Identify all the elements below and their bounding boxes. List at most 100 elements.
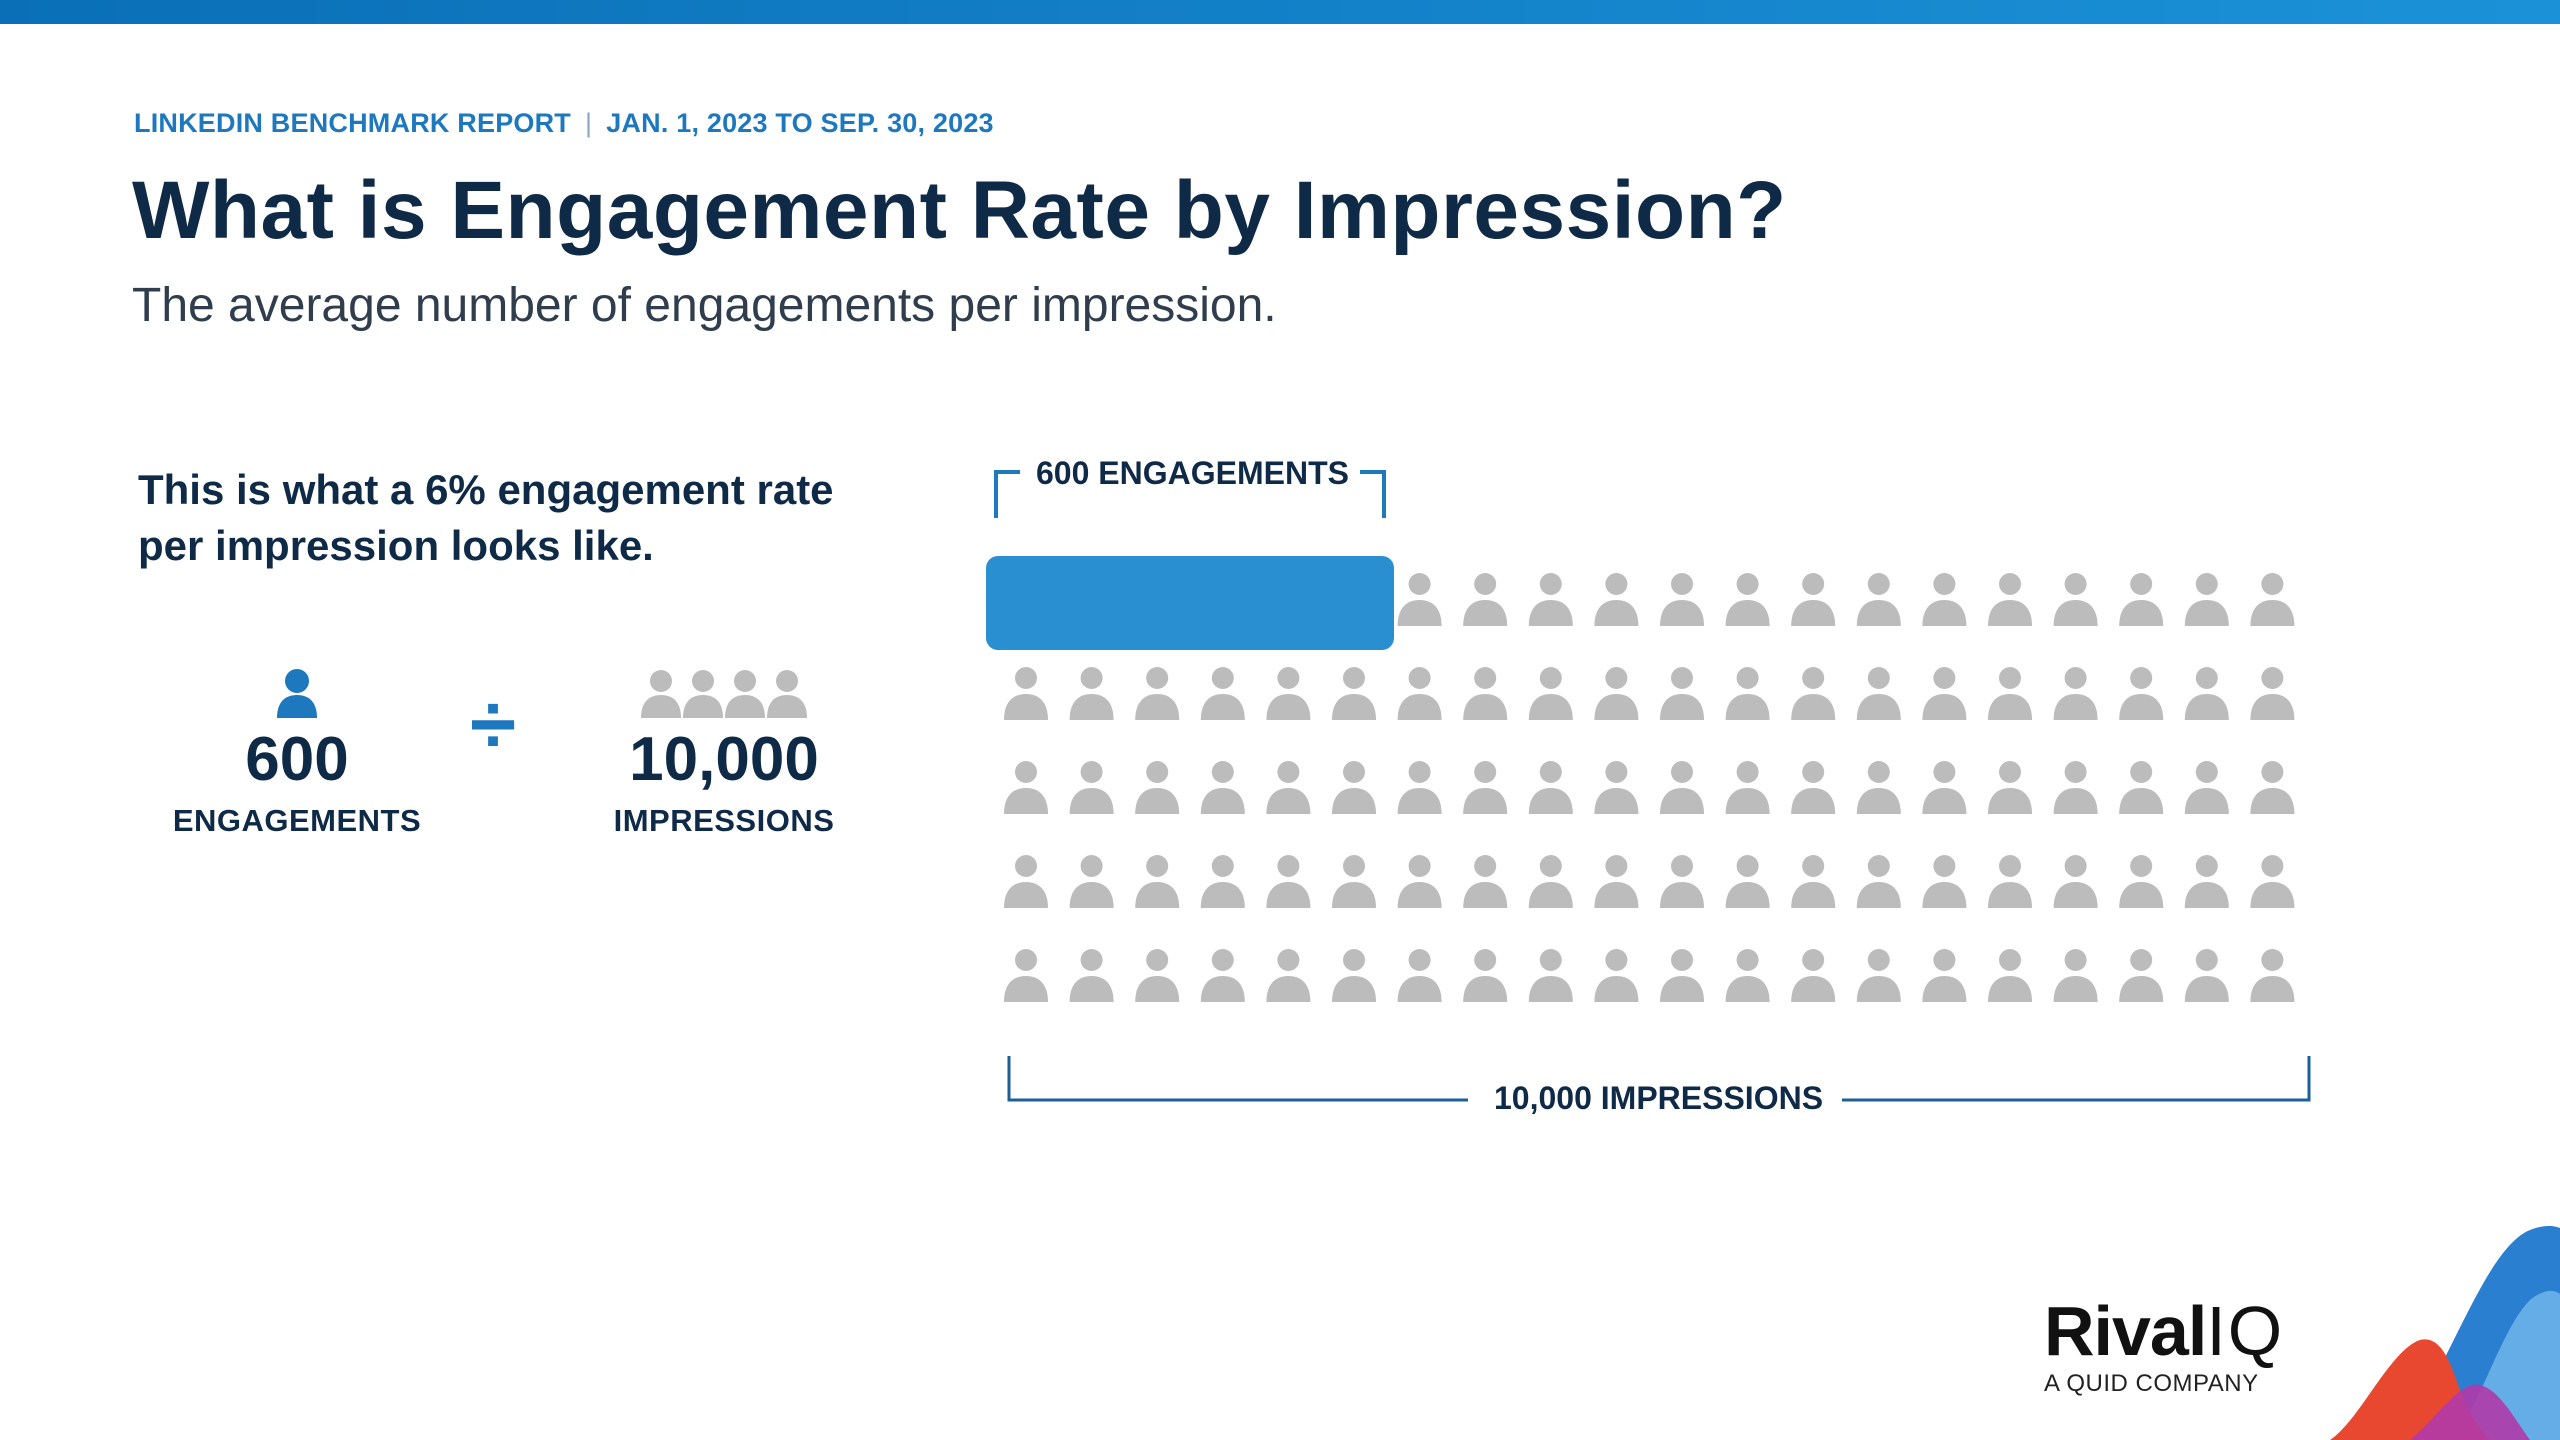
- impression-person-icon: [1463, 761, 1508, 814]
- impression-person-icon: [1594, 667, 1639, 720]
- engagements-bracket-right: [1360, 470, 1386, 518]
- impression-person-icon: [1856, 573, 1901, 626]
- impression-person-icon: [2053, 855, 2098, 908]
- impression-person-icon: [1988, 761, 2032, 814]
- impression-person-icon: [1660, 855, 1704, 908]
- impression-person-icon: [1725, 573, 1770, 626]
- impression-person-icon: [1463, 949, 1508, 1002]
- page-title: What is Engagement Rate by Impression?: [132, 165, 1787, 256]
- impression-person-icon: [1988, 667, 2032, 720]
- impression-person-icon: [1660, 667, 1704, 720]
- eyebrow-separator: |: [585, 108, 593, 138]
- impression-person-icon: [1004, 855, 1048, 908]
- impression-person-icon: [1004, 949, 1048, 1002]
- impression-person-icon: [1988, 855, 2032, 908]
- brand-logo: RivalIQ A QUID COMPANY: [2044, 1296, 2284, 1398]
- impression-person-icon: [1725, 667, 1770, 720]
- impression-person-icon: [1856, 761, 1901, 814]
- page-subtitle: The average number of engagements per im…: [132, 279, 1277, 332]
- impression-person-icon: [1069, 761, 1114, 814]
- impression-person-icon: [2119, 761, 2164, 814]
- impression-person-icon: [1069, 949, 1114, 1002]
- impressions-label: IMPRESSIONS: [613, 803, 835, 838]
- impression-person-icon: [2053, 761, 2098, 814]
- impression-person-icon: [1594, 949, 1639, 1002]
- corner-wave-graphic: [2330, 1226, 2560, 1440]
- impression-person-icon: [1397, 855, 1442, 908]
- impressions-bracket-right: [1842, 1056, 2311, 1102]
- impression-person-icon: [1200, 761, 1245, 814]
- impression-person-icon: [2184, 573, 2229, 626]
- impression-person-icon: [1922, 573, 1967, 626]
- impression-person-icon: [1004, 761, 1048, 814]
- impression-person-icon: [2184, 949, 2229, 1002]
- impression-person-icon: [1069, 667, 1114, 720]
- impression-person-icon: [1397, 761, 1442, 814]
- impression-person-icon: [1791, 949, 1836, 1002]
- impression-person-icon: [2184, 855, 2229, 908]
- impression-person-icon: [2184, 761, 2229, 814]
- impression-person-icon: [1594, 573, 1639, 626]
- impression-person-icon: [1463, 667, 1508, 720]
- impression-person-icon: [1332, 949, 1376, 1002]
- impression-person-icon: [1397, 667, 1442, 720]
- impression-person-icon: [2119, 573, 2164, 626]
- impression-person-icon: [1200, 855, 1245, 908]
- impression-person-icon: [1266, 949, 1311, 1002]
- impression-person-icon: [2184, 667, 2229, 720]
- logo-suffix: IQ: [2206, 1292, 2285, 1370]
- engagements-stat: 600 ENGAGEMENTS: [137, 668, 457, 839]
- engagements-bracket-left: [994, 470, 1020, 518]
- impression-person-icon: [1266, 761, 1311, 814]
- impression-person-icon: [1200, 949, 1245, 1002]
- report-eyebrow: LINKEDIN BENCHMARK REPORT | JAN. 1, 2023 T…: [134, 108, 994, 139]
- impression-person-icon: [1397, 573, 1442, 626]
- impression-person-icon: [2250, 667, 2295, 720]
- impression-person-icon: [1528, 667, 1573, 720]
- impression-person-icon: [1463, 855, 1508, 908]
- impression-person-icon: [1332, 855, 1376, 908]
- impression-person-icon: [1922, 855, 1967, 908]
- impression-person-icon: [2119, 949, 2164, 1002]
- impression-person-icon: [1528, 573, 1573, 626]
- engagements-label: ENGAGEMENTS: [172, 803, 422, 838]
- impression-person-icon: [1135, 855, 1180, 908]
- impression-person-icon: [1594, 855, 1639, 908]
- impressions-bracket-left: [1007, 1056, 1468, 1102]
- impression-person-icon: [1725, 949, 1770, 1002]
- impression-person-icon: [1332, 667, 1376, 720]
- engagements-grid-label: 600 ENGAGEMENTS: [1036, 455, 1349, 491]
- impression-person-icon: [1004, 667, 1048, 720]
- impression-person-icon: [2053, 573, 2098, 626]
- impression-person-icon: [1791, 761, 1836, 814]
- impression-person-icon: [2119, 667, 2164, 720]
- impression-person-icon: [1397, 949, 1442, 1002]
- impression-person-icon: [1660, 761, 1704, 814]
- impression-person-icon: [1528, 855, 1573, 908]
- report-name: LINKEDIN BENCHMARK REPORT: [134, 108, 571, 138]
- impression-person-icon: [1856, 667, 1901, 720]
- logo-tagline: A QUID COMPANY: [2044, 1370, 2259, 1397]
- impression-person-icon: [1922, 761, 1967, 814]
- impression-person-icon: [1988, 949, 2032, 1002]
- impression-person-icon: [1135, 761, 1180, 814]
- impression-person-icon: [1856, 855, 1901, 908]
- impression-person-icon: [1135, 667, 1180, 720]
- impression-person-icon: [1856, 949, 1901, 1002]
- impression-person-icon: [1791, 855, 1836, 908]
- engagements-highlight-bar: [986, 556, 1394, 650]
- impression-person-icon: [1725, 855, 1770, 908]
- impressions-grid-label: 10,000 IMPRESSIONS: [1494, 1080, 1824, 1116]
- impression-person-icon: [1922, 667, 1967, 720]
- impression-person-icon: [1069, 855, 1114, 908]
- person-icon: [277, 669, 317, 718]
- impression-person-icon: [1660, 573, 1704, 626]
- group-icon: [641, 670, 807, 718]
- impression-person-icon: [1988, 573, 2032, 626]
- impression-person-icon: [1725, 761, 1770, 814]
- impression-person-icon: [1791, 573, 1836, 626]
- impression-person-icon: [1332, 761, 1376, 814]
- impression-person-icon: [2053, 949, 2098, 1002]
- top-accent-bar: [0, 0, 2560, 24]
- impressions-stat: 10,000 IMPRESSIONS: [564, 668, 884, 839]
